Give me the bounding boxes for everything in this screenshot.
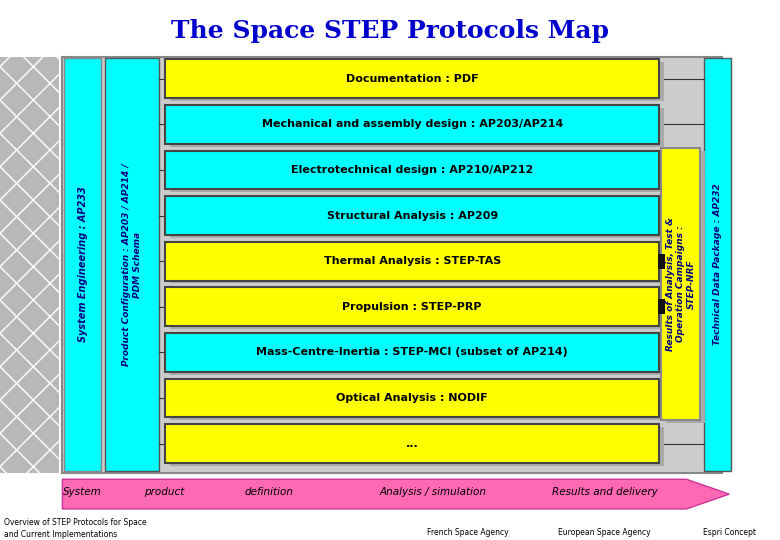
- Text: Propulsion : STEP-PRP: Propulsion : STEP-PRP: [342, 302, 482, 312]
- Text: Documentation : PDF: Documentation : PDF: [346, 74, 479, 84]
- Text: Optical Analysis : NODIF: Optical Analysis : NODIF: [336, 393, 488, 403]
- Text: Results of Analysis, Test &
Operation Campaigns :
STEP-NRF: Results of Analysis, Test & Operation Ca…: [666, 217, 696, 351]
- FancyBboxPatch shape: [658, 254, 665, 269]
- Text: Analysis / simulation: Analysis / simulation: [379, 487, 487, 497]
- FancyBboxPatch shape: [170, 107, 664, 146]
- FancyBboxPatch shape: [170, 62, 664, 101]
- Polygon shape: [62, 480, 729, 509]
- FancyBboxPatch shape: [170, 199, 664, 238]
- Text: ...: ...: [406, 438, 419, 449]
- Text: Overview of STEP Protocols for Space: Overview of STEP Protocols for Space: [4, 518, 147, 528]
- Text: Mass-Centre-Inertia : STEP-MCI (subset of AP214): Mass-Centre-Inertia : STEP-MCI (subset o…: [257, 347, 568, 357]
- Text: Results and delivery: Results and delivery: [551, 487, 658, 497]
- Text: European Space Agency: European Space Agency: [558, 528, 651, 537]
- FancyBboxPatch shape: [170, 153, 664, 192]
- FancyBboxPatch shape: [165, 287, 659, 326]
- FancyBboxPatch shape: [170, 336, 664, 375]
- FancyBboxPatch shape: [165, 59, 659, 98]
- Text: Electrotechnical design : AP210/AP212: Electrotechnical design : AP210/AP212: [291, 165, 534, 175]
- FancyBboxPatch shape: [0, 57, 58, 472]
- Text: Structural Analysis : AP209: Structural Analysis : AP209: [327, 211, 498, 221]
- FancyBboxPatch shape: [64, 58, 101, 471]
- FancyBboxPatch shape: [165, 196, 659, 235]
- FancyBboxPatch shape: [658, 299, 665, 314]
- FancyBboxPatch shape: [666, 151, 705, 423]
- FancyBboxPatch shape: [704, 58, 731, 471]
- Text: System: System: [62, 487, 101, 497]
- FancyBboxPatch shape: [170, 427, 664, 466]
- Text: and Current Implementations: and Current Implementations: [4, 530, 117, 539]
- Text: Technical Data Package : AP232: Technical Data Package : AP232: [713, 184, 722, 346]
- FancyBboxPatch shape: [165, 333, 659, 372]
- FancyBboxPatch shape: [170, 245, 664, 284]
- Text: Mechanical and assembly design : AP203/AP214: Mechanical and assembly design : AP203/A…: [261, 119, 563, 130]
- FancyBboxPatch shape: [165, 151, 659, 190]
- FancyBboxPatch shape: [165, 424, 659, 463]
- Text: The Space STEP Protocols Map: The Space STEP Protocols Map: [171, 19, 609, 43]
- Text: product: product: [144, 487, 184, 497]
- FancyBboxPatch shape: [105, 58, 159, 471]
- Text: System Engineering : AP233: System Engineering : AP233: [78, 187, 87, 342]
- Text: Espri Concept: Espri Concept: [703, 528, 756, 537]
- FancyBboxPatch shape: [170, 290, 664, 329]
- FancyBboxPatch shape: [165, 105, 659, 144]
- Text: definition: definition: [245, 487, 293, 497]
- FancyBboxPatch shape: [165, 242, 659, 281]
- Text: Product Configuration : AP203 / AP214 /
PDM Schema: Product Configuration : AP203 / AP214 / …: [122, 163, 141, 366]
- FancyBboxPatch shape: [661, 148, 700, 420]
- Text: Thermal Analysis : STEP-TAS: Thermal Analysis : STEP-TAS: [324, 256, 501, 266]
- FancyBboxPatch shape: [170, 381, 664, 420]
- Text: French Space Agency: French Space Agency: [427, 528, 509, 537]
- FancyBboxPatch shape: [62, 57, 722, 472]
- FancyBboxPatch shape: [165, 379, 659, 417]
